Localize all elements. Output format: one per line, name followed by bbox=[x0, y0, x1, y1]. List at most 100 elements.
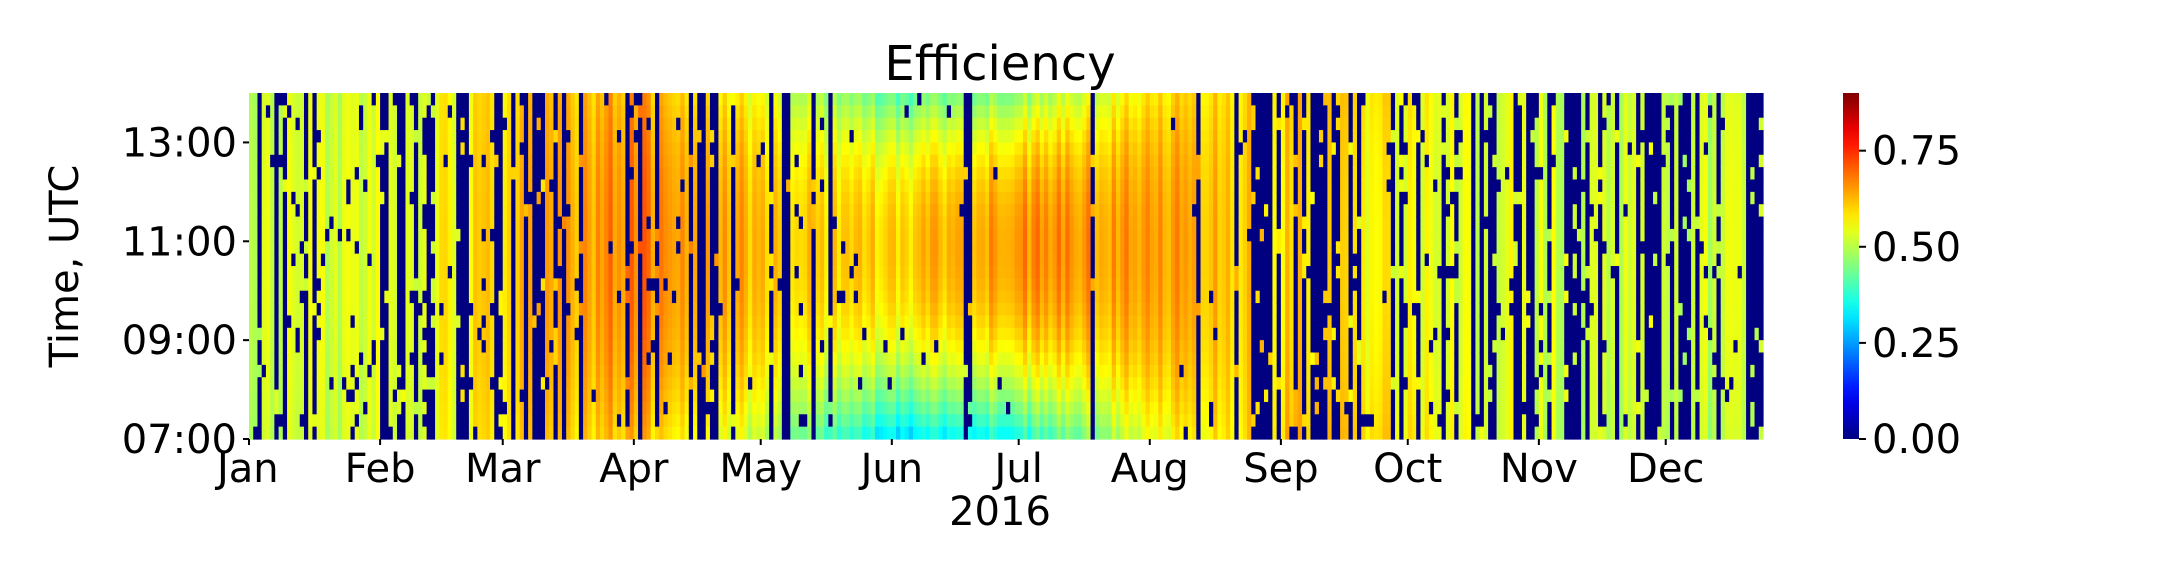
heatmap-cell bbox=[460, 352, 466, 366]
heatmap-cell bbox=[845, 426, 851, 440]
heatmap-cell bbox=[354, 117, 360, 131]
heatmap-cell bbox=[748, 377, 753, 391]
heatmap-cell bbox=[257, 290, 263, 304]
heatmap-cell bbox=[367, 340, 373, 354]
heatmap-cell bbox=[803, 204, 808, 218]
heatmap-cell bbox=[989, 278, 994, 292]
heatmap-cell bbox=[303, 414, 309, 428]
heatmap-cell bbox=[663, 426, 669, 440]
heatmap-cell bbox=[980, 352, 986, 366]
heatmap-cell bbox=[557, 266, 563, 279]
heatmap-cell bbox=[545, 303, 550, 317]
heatmap-cell bbox=[570, 216, 576, 230]
heatmap-cell bbox=[993, 278, 999, 292]
heatmap-cell bbox=[435, 93, 440, 106]
heatmap-cell bbox=[904, 340, 910, 354]
heatmap-cell bbox=[946, 364, 952, 378]
heatmap-cell bbox=[667, 426, 673, 440]
heatmap-cell bbox=[451, 179, 457, 193]
heatmap-cell bbox=[282, 389, 288, 403]
heatmap-cell bbox=[329, 352, 335, 366]
heatmap-cell bbox=[468, 290, 474, 304]
heatmap-cell bbox=[363, 105, 369, 119]
heatmap-cell bbox=[426, 315, 432, 329]
heatmap-cell bbox=[891, 352, 897, 366]
heatmap-cell bbox=[934, 191, 939, 205]
heatmap-cell bbox=[498, 253, 504, 267]
heatmap-cell bbox=[409, 315, 415, 329]
heatmap-cell bbox=[997, 389, 1003, 403]
heatmap-cell bbox=[811, 290, 817, 304]
heatmap-cell bbox=[714, 105, 720, 119]
heatmap-cell bbox=[993, 216, 999, 230]
heatmap-cell bbox=[443, 364, 449, 378]
heatmap-cell bbox=[912, 154, 918, 168]
heatmap-cell bbox=[570, 253, 576, 267]
heatmap-cell bbox=[621, 154, 626, 168]
heatmap-cell bbox=[845, 389, 851, 403]
heatmap-cell bbox=[464, 377, 470, 391]
heatmap-cell bbox=[616, 303, 622, 317]
heatmap-cell bbox=[955, 414, 961, 428]
heatmap-cell bbox=[367, 191, 373, 205]
heatmap-cell bbox=[862, 327, 868, 341]
heatmap-cell bbox=[866, 253, 872, 267]
heatmap-cell bbox=[460, 340, 466, 354]
heatmap-cell bbox=[862, 364, 868, 378]
heatmap-cell bbox=[900, 377, 906, 391]
heatmap-cell bbox=[561, 303, 567, 317]
heatmap-cell bbox=[392, 204, 398, 218]
heatmap-cell bbox=[993, 266, 999, 279]
heatmap-cell bbox=[836, 401, 842, 415]
heatmap-cell bbox=[468, 105, 474, 119]
heatmap-cell bbox=[249, 142, 254, 156]
heatmap-cell bbox=[739, 389, 745, 403]
heatmap-cell bbox=[481, 253, 487, 267]
heatmap-cell bbox=[528, 389, 533, 403]
heatmap-cell bbox=[794, 278, 800, 292]
heatmap-cell bbox=[946, 228, 952, 242]
heatmap-cell bbox=[308, 414, 314, 428]
heatmap-cell bbox=[976, 228, 982, 242]
heatmap-cell bbox=[819, 105, 825, 119]
heatmap-cell bbox=[325, 315, 330, 329]
heatmap-cell bbox=[896, 401, 901, 415]
heatmap-cell bbox=[595, 266, 601, 279]
heatmap-cell bbox=[819, 179, 825, 193]
heatmap-cell bbox=[409, 117, 415, 131]
heatmap-cell bbox=[853, 315, 859, 329]
heatmap-cell bbox=[976, 130, 982, 144]
heatmap-cell bbox=[422, 340, 428, 354]
heatmap-cell bbox=[473, 93, 478, 106]
heatmap-cell bbox=[786, 352, 791, 366]
heatmap-cell bbox=[671, 290, 677, 304]
heatmap-cell bbox=[515, 414, 521, 428]
heatmap-cell bbox=[972, 303, 977, 317]
chart-title: Efficiency bbox=[884, 36, 1115, 92]
heatmap-cell bbox=[422, 303, 428, 317]
heatmap-cell bbox=[781, 364, 787, 378]
heatmap-cell bbox=[278, 414, 284, 428]
heatmap-cell bbox=[549, 216, 555, 230]
heatmap-cell bbox=[384, 315, 390, 329]
heatmap-cell bbox=[997, 303, 1003, 317]
heatmap-cell bbox=[654, 93, 660, 106]
heatmap-cell bbox=[972, 191, 977, 205]
heatmap-cell bbox=[976, 204, 982, 218]
heatmap-cell bbox=[397, 179, 402, 193]
heatmap-cell bbox=[380, 228, 385, 242]
heatmap-cell bbox=[333, 266, 339, 279]
heatmap-cell bbox=[375, 191, 381, 205]
heatmap-cell bbox=[468, 303, 474, 317]
heatmap-cell bbox=[545, 327, 550, 341]
heatmap-cell bbox=[468, 377, 474, 391]
heatmap-cell bbox=[680, 290, 686, 304]
heatmap-cell bbox=[515, 315, 521, 329]
heatmap-cell bbox=[528, 130, 533, 144]
heatmap-cell bbox=[650, 327, 656, 341]
heatmap-cell bbox=[578, 191, 584, 205]
heatmap-cell bbox=[333, 154, 339, 168]
heatmap-cell bbox=[282, 167, 288, 181]
heatmap-cell bbox=[709, 93, 715, 106]
heatmap-cell bbox=[760, 315, 766, 329]
